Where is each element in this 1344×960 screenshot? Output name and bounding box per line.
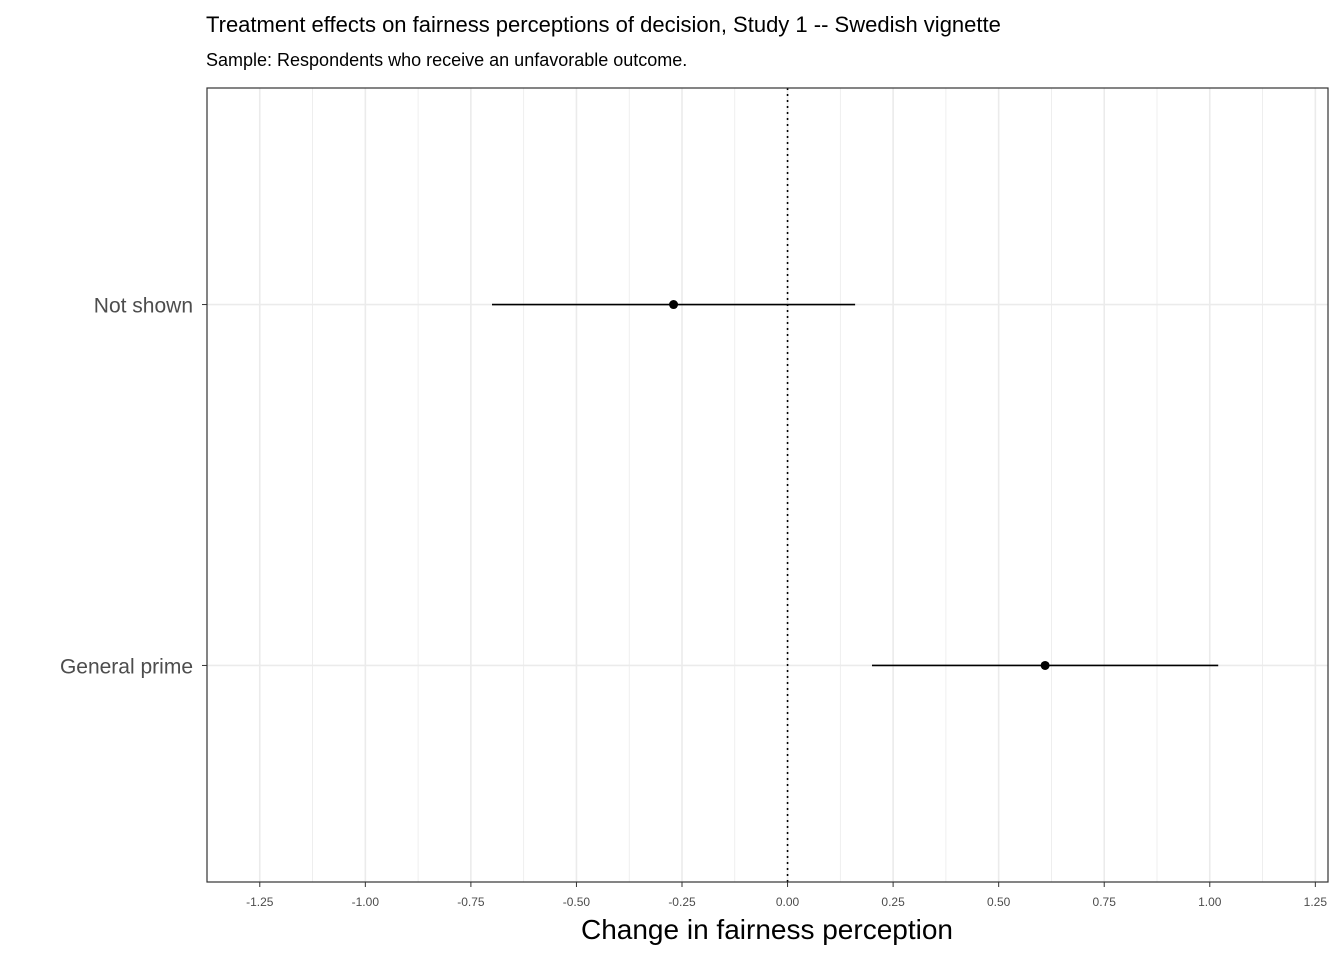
point-estimate (1040, 660, 1050, 670)
x-tick-label: 0.25 (881, 895, 905, 909)
y-tick-label: General prime (60, 655, 193, 678)
x-tick-label: 1.00 (1198, 895, 1222, 909)
x-tick-label: -1.25 (246, 895, 274, 909)
x-tick-label: -0.50 (563, 895, 591, 909)
chart-subtitle: Sample: Respondents who receive an unfav… (206, 50, 688, 70)
panel-border (206, 87, 1329, 883)
x-tick-label: -0.75 (457, 895, 485, 909)
point-estimate (669, 300, 679, 310)
x-tick-label: 1.25 (1304, 895, 1328, 909)
x-tick-label: 0.00 (776, 895, 800, 909)
chart-title: Treatment effects on fairness perception… (206, 12, 1001, 37)
x-tick-label: 0.75 (1093, 895, 1117, 909)
x-tick-label: -1.00 (352, 895, 380, 909)
x-axis-label: Change in fairness perception (581, 914, 953, 945)
y-tick-label: Not shown (94, 295, 193, 318)
x-tick-label: 0.50 (987, 895, 1011, 909)
x-tick-label: -0.25 (668, 895, 696, 909)
